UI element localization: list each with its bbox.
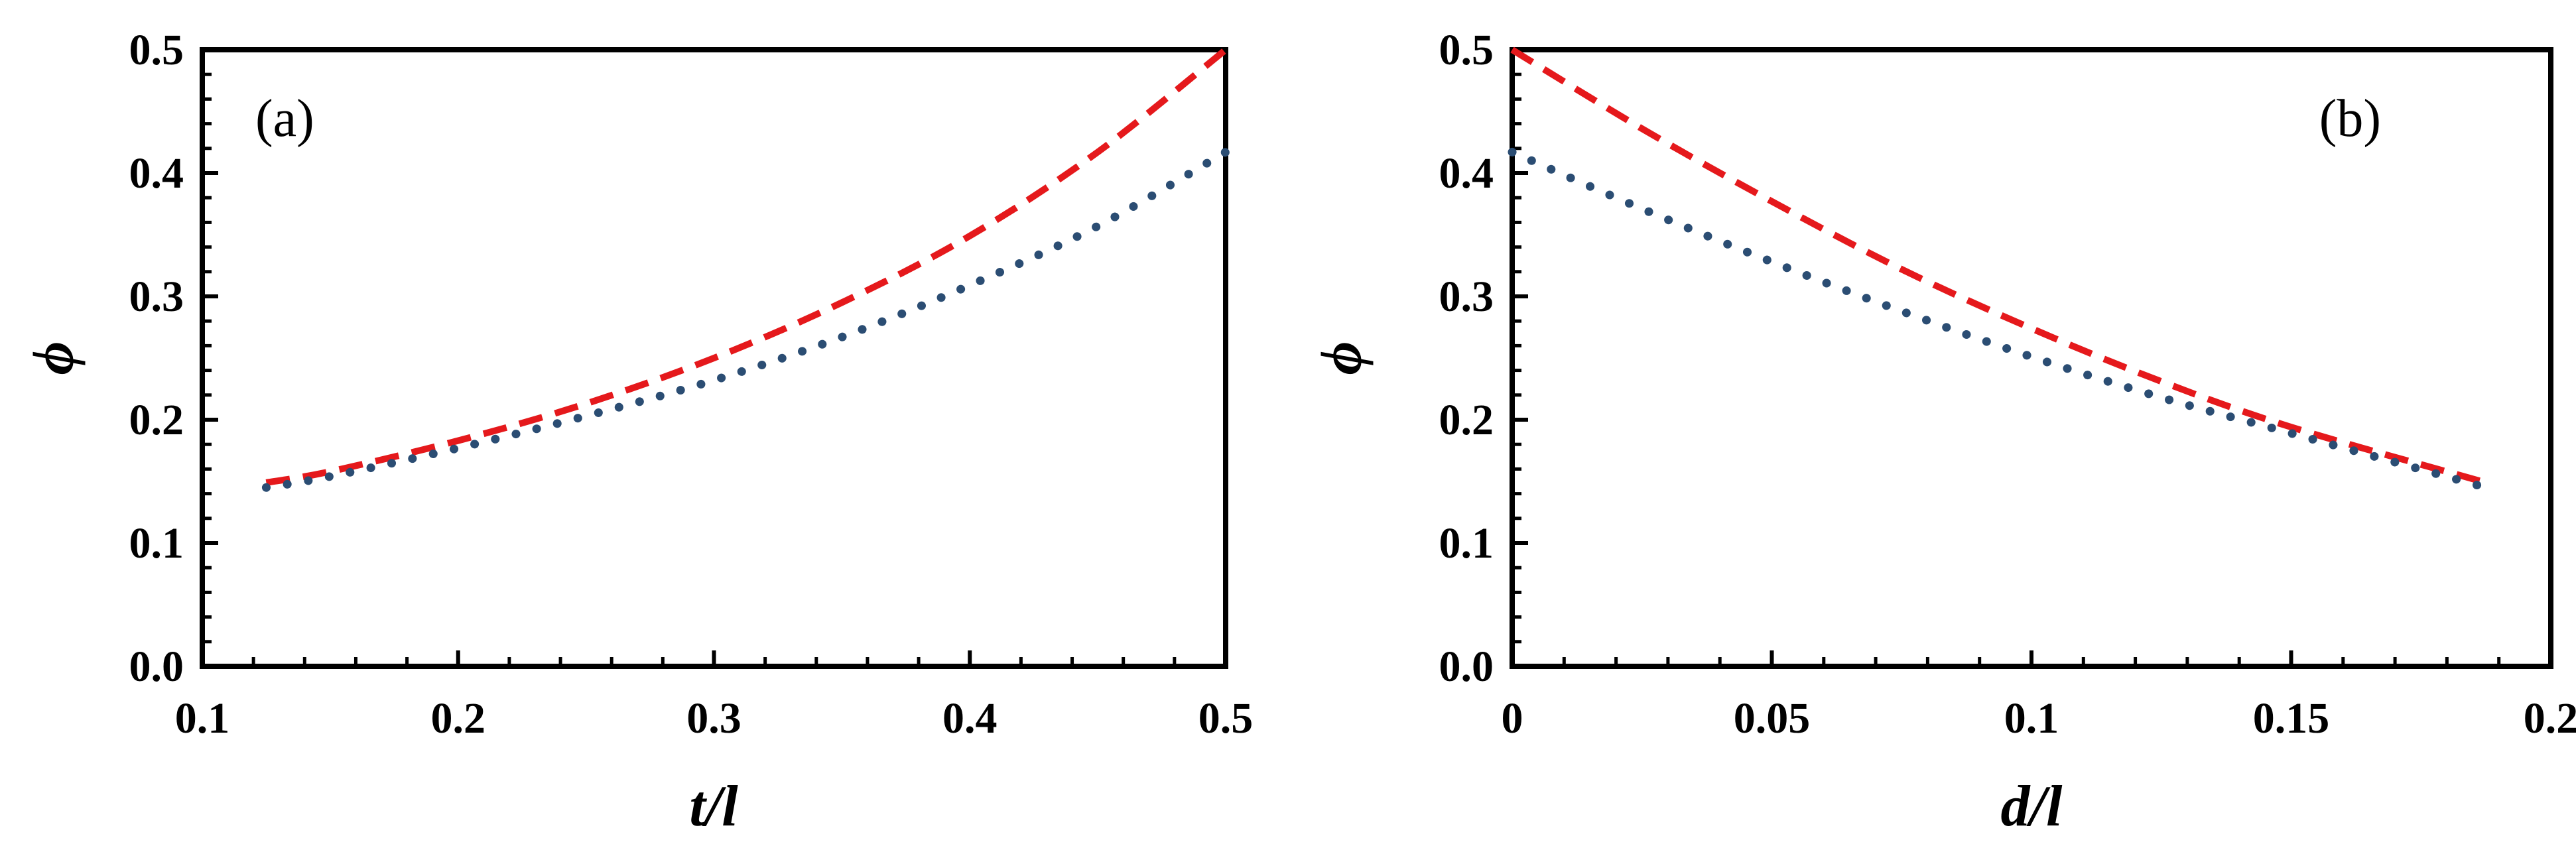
- panel-a-x-tick-label: 0.4: [942, 694, 998, 743]
- panel-a-y-tick-label: 0.5: [129, 26, 184, 74]
- panel-a-y-tick-label: 0.1: [129, 519, 184, 568]
- panel-a: (a) t/l ϕ 0.00.10.20.30.40.50.1 0.2 0.3 0.4…: [22, 26, 1253, 839]
- panel-b-x-axis-title: d/l: [2001, 774, 2063, 839]
- panel-b-frame: [1510, 47, 2553, 669]
- panel-b-x-tick-label: 0.15: [2253, 694, 2330, 743]
- panel-b-y-axis-title: ϕ: [1310, 341, 1374, 375]
- panel-a-y-tick-label: 0.0: [129, 642, 184, 691]
- panel-b-y-tick-label: 0.4: [1439, 149, 1494, 198]
- panel-b-y-tick-label: 0.2: [1439, 396, 1494, 444]
- panel-a-x-tick-label: 0.1: [175, 694, 230, 743]
- panel-a-x-tick-label: 0.5: [1198, 694, 1254, 743]
- panel-b-series-dotted-line: [1508, 147, 2490, 492]
- panel-a-y-tick-label: 0.3: [129, 273, 184, 321]
- panel-a-y-axis-title: ϕ: [22, 341, 86, 375]
- panel-a-y-tick-label: 0.2: [129, 396, 184, 444]
- panel-b-x-tick-label: 0.05: [1734, 694, 1811, 743]
- panel-a-series-dotted-line: [261, 147, 1230, 492]
- panel-b-series-dashed-line: [1510, 46, 2487, 486]
- panel-a-y-tick-label: 0.4: [129, 149, 184, 198]
- panel-a-label: (a): [255, 90, 314, 148]
- panel-b-y-tick-label: 0.0: [1439, 642, 1494, 691]
- panel-b-y-tick-label: 0.5: [1439, 26, 1494, 74]
- panel-b-label: (b): [2319, 90, 2381, 148]
- panel-a-x-tick-label: 0.3: [686, 694, 741, 743]
- panel-b-x-tick-label: 0.1: [2004, 694, 2059, 743]
- panel-b-y-tick-label: 0.3: [1439, 273, 1494, 321]
- panel-b-x-tick-label: 0.2: [2524, 694, 2576, 743]
- panel-a-x-tick-label: 0.2: [431, 694, 486, 743]
- panel-a-series-dashed-line: [265, 47, 1228, 486]
- panel-b-x-tick-label: 0: [1502, 694, 1523, 743]
- panel-b-y-tick-label: 0.1: [1439, 519, 1494, 568]
- panel-b: (b) d/l ϕ 0.0 0.1 0.2 0.3 0.4 0.5 0 0.05 0.1 0.15…: [1310, 26, 2576, 839]
- panel-a-x-axis-title: t/l: [689, 774, 738, 839]
